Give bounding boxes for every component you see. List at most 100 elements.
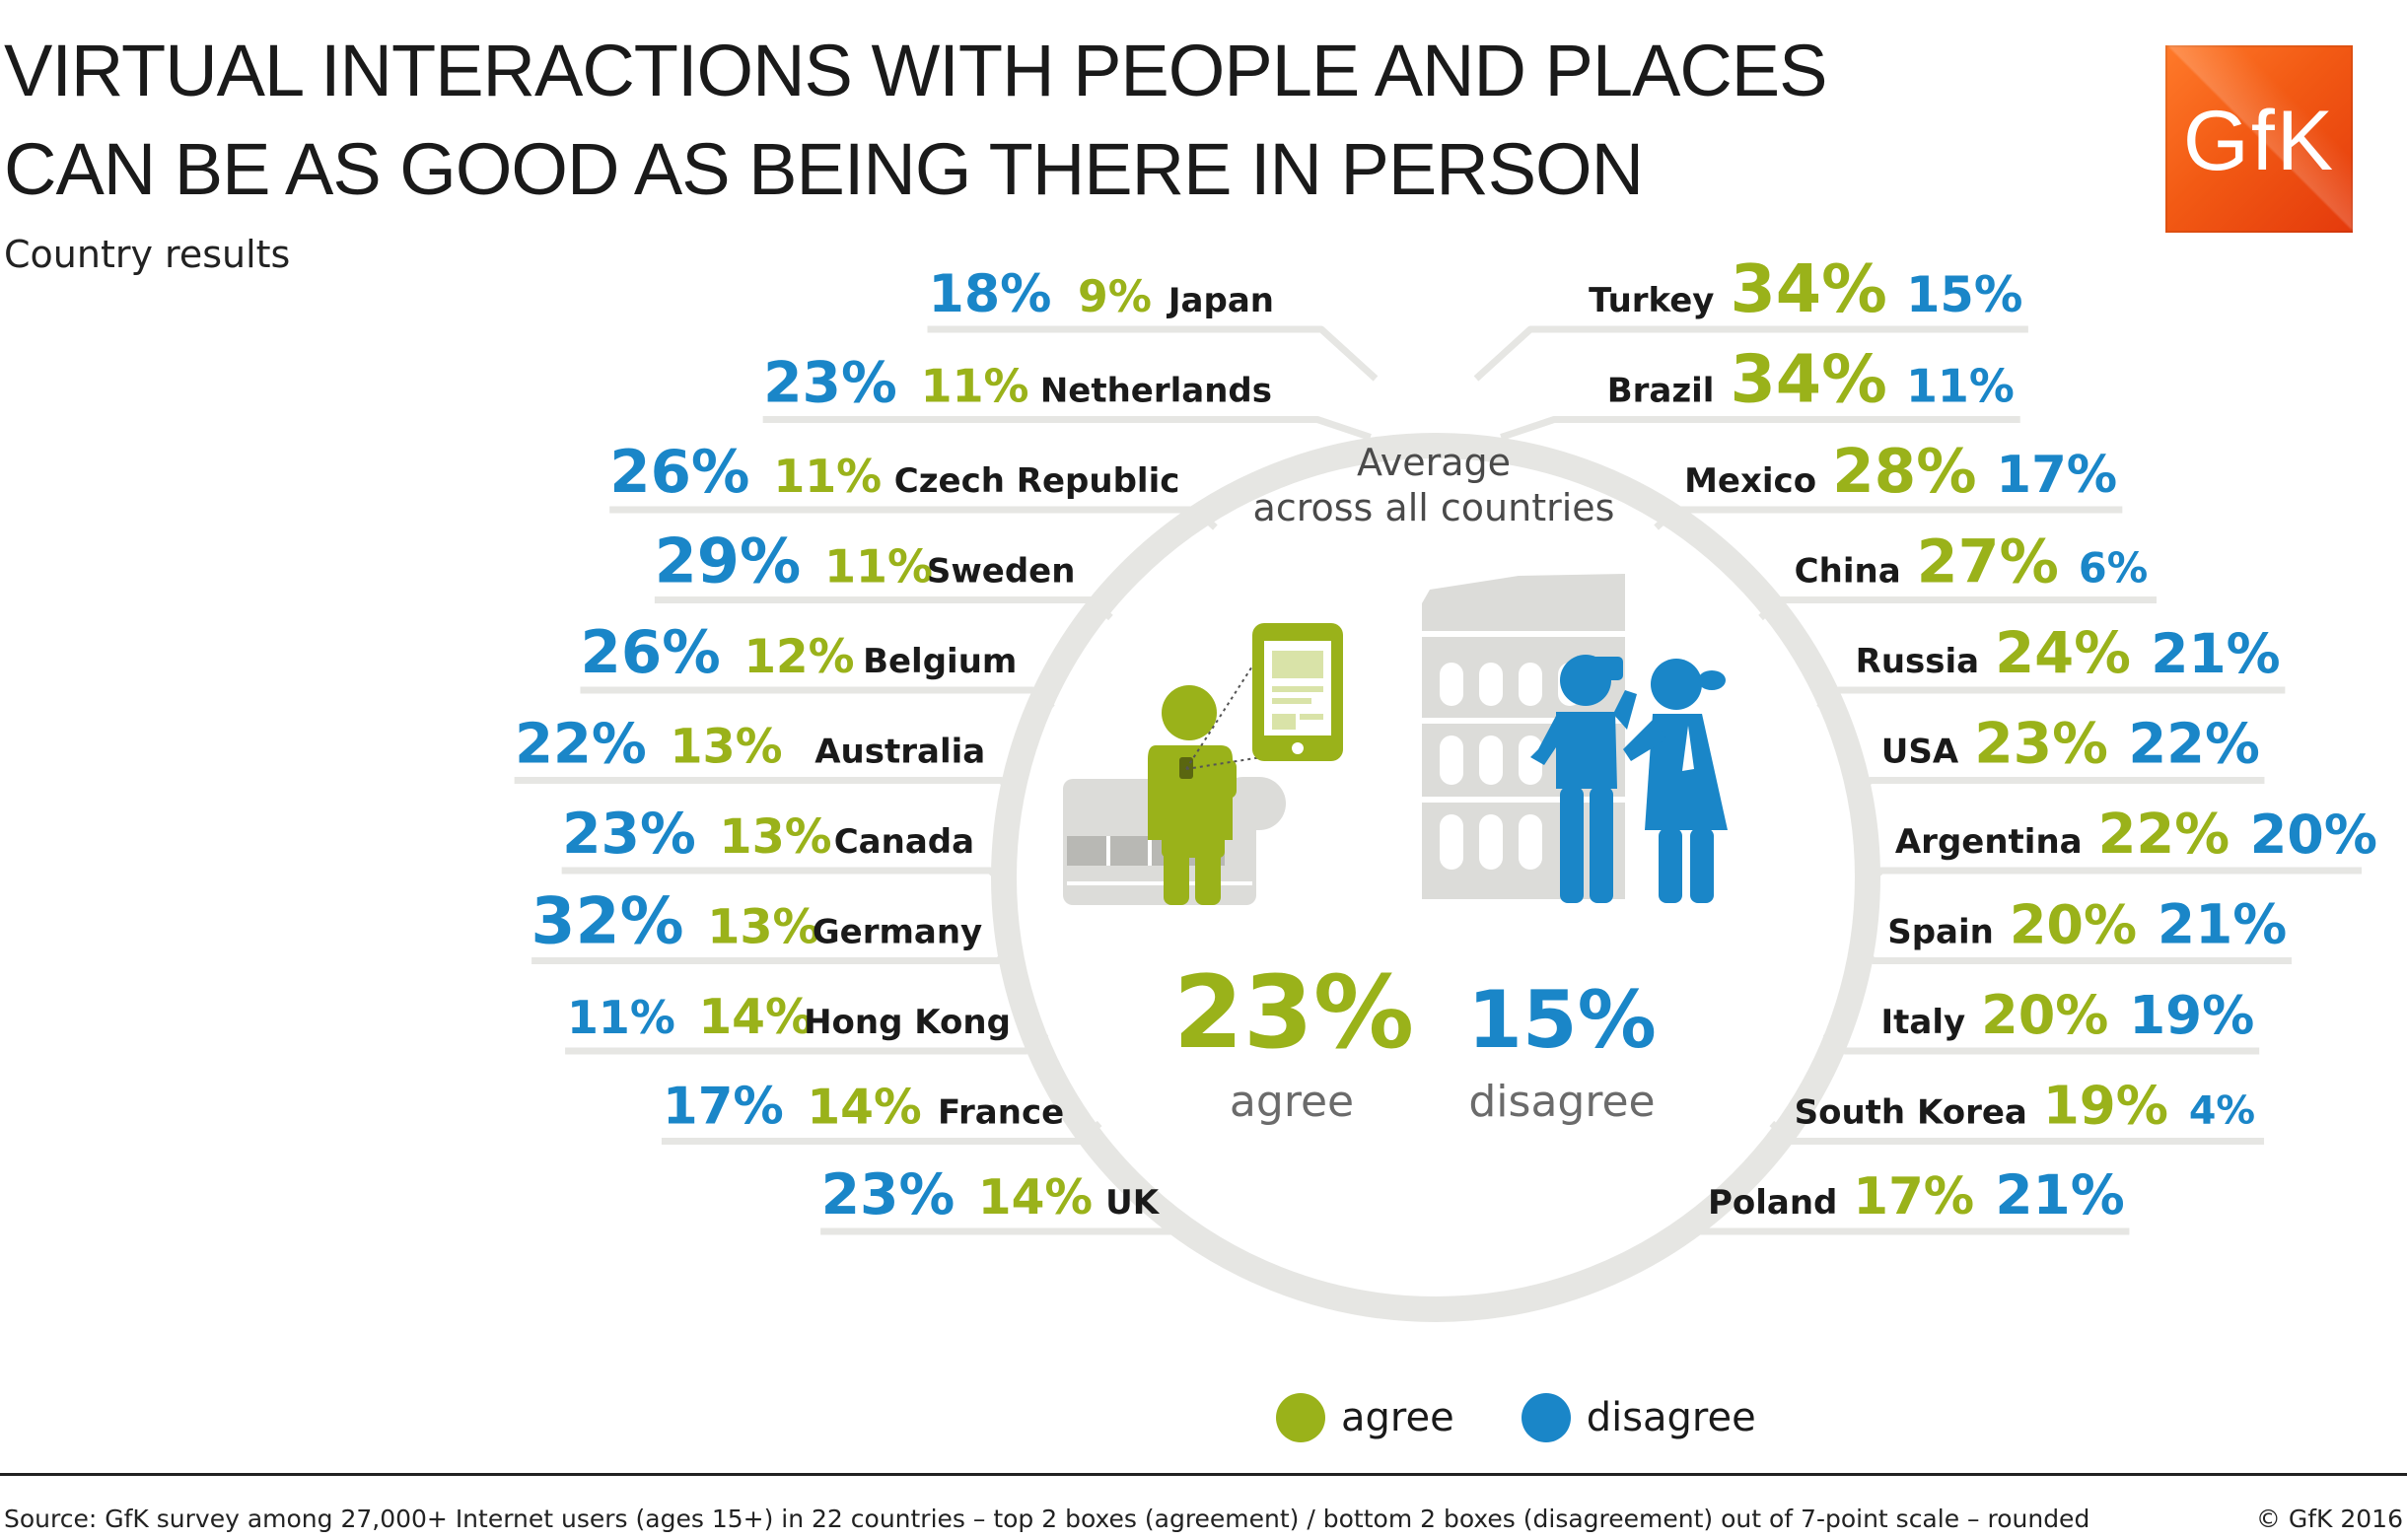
average-agree-label: agree [1230, 1077, 1354, 1127]
connector-left-uk [820, 1227, 1202, 1244]
row-disagree-germany: 32% [531, 885, 683, 959]
logo-text: GfK [2182, 94, 2336, 188]
average-disagree-label: disagree [1468, 1077, 1655, 1127]
legend-disagree-label: disagree [1586, 1395, 1756, 1440]
connector-left-sweden [654, 596, 1113, 621]
row-disagree-poland: 21% [1995, 1163, 2124, 1226]
row-disagree-japan: 18% [929, 265, 1052, 324]
row-agree-russia: 24% [1995, 620, 2131, 686]
logo-shine [2165, 45, 2353, 233]
row-agree-japan: 9% [1078, 272, 1152, 322]
connector-right-spain [1851, 940, 2292, 964]
row-disagree-argentina: 20% [2250, 804, 2377, 866]
center-ring [991, 433, 1880, 1322]
row-country-france: France [938, 1093, 1064, 1133]
row-disagree-czech-republic: 26% [609, 439, 749, 507]
tablet-icon [1185, 623, 1343, 770]
row-agree-turkey: 34% [1730, 250, 1886, 327]
tourists-icon [1530, 655, 1728, 903]
row-disagree-china: 6% [2079, 545, 2148, 593]
connector-right-china [1758, 596, 2157, 621]
row-country-japan: Japan [1167, 281, 1274, 320]
row-disagree-australia: 22% [515, 713, 647, 777]
gfk-logo: GfK [2165, 45, 2353, 233]
row-agree-spain: 20% [2010, 894, 2137, 956]
connector-right-brazil [1500, 416, 2020, 441]
title-line-1: VIRTUAL INTERACTIONS WITH PEOPLE AND PLA… [4, 30, 1828, 111]
row-agree-brazil: 34% [1730, 341, 1886, 418]
row-country-turkey: Turkey [1589, 281, 1714, 320]
connector-right-mexico [1654, 506, 2123, 530]
row-disagree-canada: 23% [562, 802, 696, 867]
row-country-china: China [1795, 552, 1901, 592]
row-country-usa: USA [1881, 733, 1959, 772]
row-country-netherlands: Netherlands [1040, 372, 1272, 411]
connector-right-argentina [1859, 867, 2362, 891]
row-country-germany: Germany [813, 913, 982, 952]
row-country-belgium: Belgium [863, 642, 1017, 681]
connector-left-germany [531, 940, 1021, 964]
connector-left-czech-republic [609, 506, 1218, 530]
connector-right-russia [1816, 686, 2286, 711]
title-line-2: CAN BE AS GOOD AS BEING THERE IN PERSON [4, 128, 1644, 210]
row-disagree-turkey: 15% [1906, 266, 2022, 323]
connector-left-japan [927, 325, 1379, 382]
row-country-brazil: Brazil [1607, 372, 1715, 411]
chart-subtitle: Country results [4, 233, 291, 276]
row-agree-australia: 13% [670, 721, 782, 775]
row-agree-hong-kong: 14% [698, 990, 813, 1045]
row-disagree-belgium: 26% [581, 619, 721, 687]
row-country-argentina: Argentina [1895, 822, 2083, 862]
row-agree-poland: 17% [1853, 1167, 1974, 1226]
country-results-chart: 18% 9% Japan 23% 11% Netherlands 26% 11% Czech R… [514, 250, 2377, 1322]
legend-agree-dot [1276, 1393, 1325, 1442]
row-agree-south-korea: 19% [2043, 1076, 2168, 1137]
row-disagree-russia: 21% [2151, 622, 2280, 685]
row-agree-italy: 20% [1981, 984, 2108, 1046]
row-country-poland: Poland [1708, 1183, 1837, 1223]
row-country-sweden: Sweden [927, 552, 1076, 592]
connector-left-netherlands [762, 416, 1372, 441]
connector-right-turkey [1473, 325, 2028, 382]
row-country-italy: Italy [1880, 1003, 1965, 1042]
row-agree-argentina: 22% [2098, 803, 2230, 867]
row-agree-germany: 13% [707, 901, 819, 955]
row-disagree-usa: 22% [2128, 713, 2260, 777]
row-country-south-korea: South Korea [1795, 1093, 2027, 1133]
average-agree-value: 23% [1173, 954, 1414, 1072]
row-disagree-uk: 23% [821, 1162, 956, 1227]
center-heading-line-1: Average [1357, 441, 1511, 484]
connector-right-south-korea [1769, 1120, 2265, 1145]
row-disagree-spain: 21% [2158, 893, 2287, 956]
connector-lines [514, 325, 2362, 1244]
row-agree-czech-republic: 11% [773, 450, 882, 503]
row-agree-sweden: 11% [824, 540, 933, 594]
row-disagree-hong-kong: 11% [567, 991, 675, 1044]
connector-left-hong-kong [565, 1030, 1049, 1055]
country-rows: 18% 9% Japan 23% 11% Netherlands 26% 11% Czech R… [515, 250, 2377, 1227]
legend: agree disagree [1276, 1390, 1756, 1445]
row-country-australia: Australia [814, 733, 985, 772]
row-country-uk: UK [1105, 1183, 1161, 1223]
connector-left-belgium [580, 686, 1055, 711]
chart-title: VIRTUAL INTERACTIONS WITH PEOPLE AND PLA… [4, 22, 1877, 219]
legend-disagree-dot [1521, 1393, 1571, 1442]
connector-right-italy [1822, 1030, 2260, 1055]
row-country-canada: Canada [834, 822, 974, 862]
copyright-note: © GfK 2016 [2255, 1505, 2403, 1533]
row-country-hong-kong: Hong Kong [804, 1003, 1011, 1042]
row-agree-france: 14% [807, 1081, 921, 1136]
row-disagree-south-korea: 4% [2189, 1088, 2255, 1134]
row-disagree-netherlands: 23% [763, 351, 897, 416]
connector-right-poland [1669, 1227, 2130, 1244]
connector-left-canada [561, 867, 1013, 891]
row-country-czech-republic: Czech Republic [894, 461, 1180, 501]
row-agree-canada: 13% [719, 810, 831, 865]
legend-agree-label: agree [1341, 1395, 1454, 1440]
row-disagree-brazil: 11% [1906, 360, 2015, 413]
row-disagree-italy: 19% [2129, 985, 2254, 1046]
row-country-spain: Spain [1887, 913, 1994, 952]
connector-left-australia [514, 777, 1024, 802]
source-note: Source: GfK survey among 27,000+ Interne… [4, 1505, 2090, 1533]
connector-right-usa [1848, 777, 2265, 802]
